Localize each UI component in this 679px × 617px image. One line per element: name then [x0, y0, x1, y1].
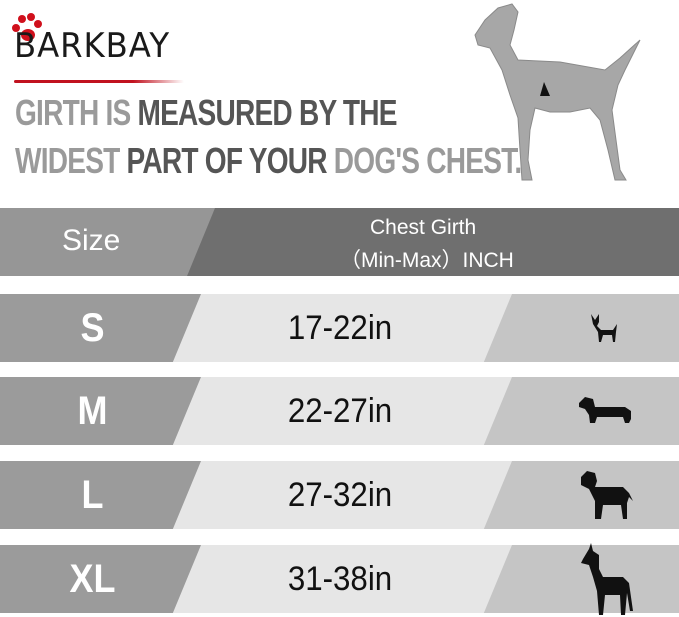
size-column-header: Size: [62, 224, 121, 257]
table-row-l: L 27-32in: [0, 461, 679, 529]
headline-text: WIDEST: [15, 140, 127, 181]
great-dane-icon: [560, 543, 650, 615]
girth-range: 31-38in: [287, 559, 393, 598]
headline-line-2: WIDEST PART OF YOUR DOG'S CHEST.: [15, 140, 522, 182]
size-label: L: [81, 472, 104, 517]
headline-line-1: GIRTH IS MEASURED BY THE: [15, 92, 398, 134]
headline-text: MEASURED BY THE: [137, 92, 397, 133]
table-row-m: M 22-27in: [0, 377, 679, 445]
chihuahua-icon: [560, 294, 650, 362]
logo-underline: [14, 80, 184, 83]
girth-range: 17-22in: [287, 308, 393, 347]
headline-text: GIRTH IS: [15, 92, 138, 133]
table-row-xl: XL 31-38in: [0, 543, 679, 615]
table-row-s: S 17-22in: [0, 294, 679, 362]
brand-name: BARKBAY: [14, 26, 171, 66]
headline-text: DOG'S CHEST.: [333, 140, 522, 181]
headline-text: PART OF YOUR: [126, 140, 334, 181]
size-label: S: [80, 305, 105, 350]
girth-range: 27-32in: [287, 475, 393, 514]
size-label: XL: [69, 556, 116, 601]
girth-range: 22-27in: [287, 391, 393, 430]
brand-logo: BARKBAY: [8, 8, 198, 83]
size-label: M: [77, 388, 108, 433]
paw-icon: [12, 13, 42, 41]
labrador-icon: [560, 461, 650, 529]
chest-girth-header: Chest Girth: [370, 216, 477, 239]
table-header: Size Chest Girth （Min-Max）INCH: [0, 208, 679, 276]
dachshund-icon: [560, 377, 650, 445]
chest-girth-unit: （Min-Max）INCH: [340, 249, 514, 272]
dog-measurement-illustration: [474, 3, 641, 181]
